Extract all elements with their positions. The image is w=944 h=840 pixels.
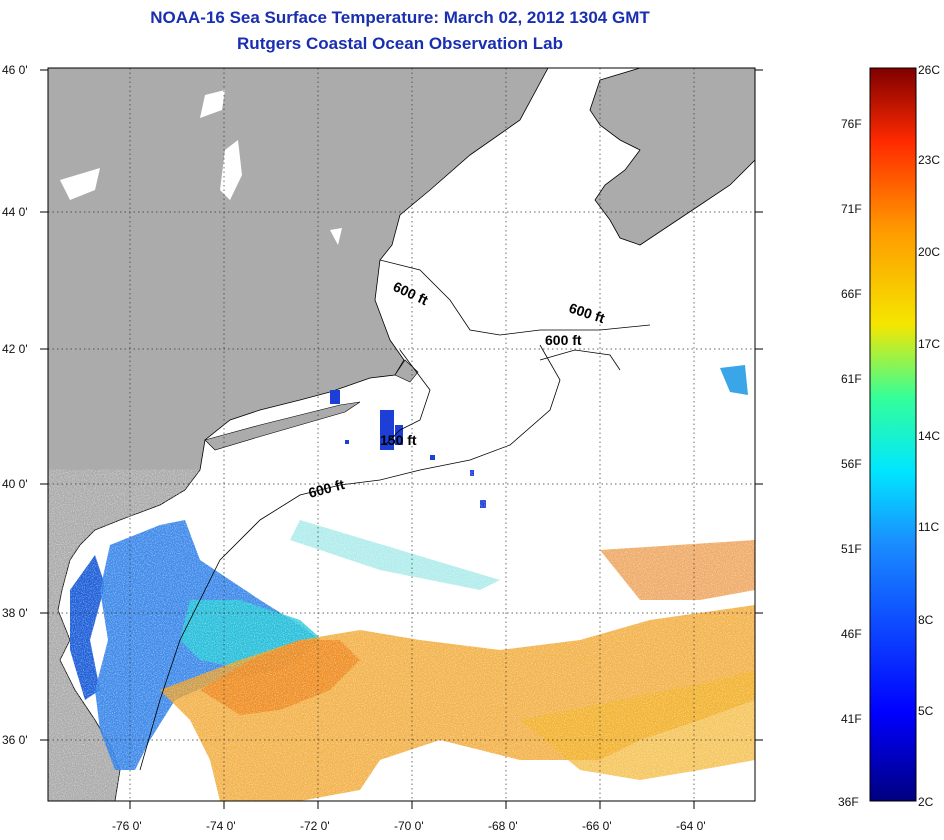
land-nova-scotia	[589, 68, 755, 246]
colorbar-label-c: 2C	[918, 795, 934, 809]
contour-label: 150 ft	[380, 432, 417, 448]
lat-tick-label: 38 0'	[2, 606, 28, 620]
colorbar-label-c: 23C	[918, 153, 940, 167]
contour-label: 600 ft	[545, 332, 582, 348]
lon-tick-label: -66 0'	[582, 819, 612, 833]
inland-lake	[60, 168, 100, 200]
colorbar-label-c: 20C	[918, 245, 940, 259]
colorbar-label-c: 14C	[918, 429, 940, 443]
colorbar-label-c: 11C	[918, 520, 939, 534]
inland-lake	[330, 228, 342, 245]
lon-tick-label: -64 0'	[676, 819, 706, 833]
colorbar-label-f: 51F	[841, 542, 862, 556]
colorbar-label-c: 5C	[918, 704, 934, 718]
inland-lake	[200, 90, 225, 118]
colorbar-label-f: 56F	[841, 457, 862, 471]
land-cape-cod	[394, 359, 419, 383]
axis-ticks	[40, 69, 763, 809]
colorbar-label-f: 36F	[838, 795, 859, 809]
lon-tick-label: -70 0'	[394, 819, 424, 833]
sst-cool-patch-east	[720, 365, 748, 395]
colorbar	[869, 67, 917, 802]
lon-tick-label: -74 0'	[206, 819, 236, 833]
lat-tick-label: 46 0'	[2, 63, 28, 77]
colorbar-label-f: 41F	[841, 712, 862, 726]
colorbar-label-f: 66F	[841, 287, 862, 301]
graticule	[48, 68, 755, 801]
map-plot-area: 600 ft 600 ft 600 ft 150 ft 600 ft	[48, 68, 755, 801]
colorbar-label-f: 76F	[841, 117, 862, 131]
bathymetry-contours	[139, 259, 651, 771]
colorbar-label-f: 71F	[841, 202, 862, 216]
land-long-island	[204, 401, 361, 451]
cloud-mask-texture	[48, 500, 755, 801]
lat-tick-label: 40 0'	[2, 477, 28, 491]
inland-lake	[220, 140, 242, 200]
map-title: NOAA-16 Sea Surface Temperature: March 0…	[150, 8, 650, 27]
lon-tick-label: -68 0'	[488, 819, 518, 833]
colorbar-label-c: 26C	[918, 63, 940, 77]
colorbar-label-c: 17C	[918, 337, 940, 351]
colorbar-celsius-labels: 26C 23C 20C 17C 14C 11C 8C 5C 2C	[918, 63, 940, 809]
map-frame	[47, 67, 756, 802]
colorbar-label-f: 46F	[841, 627, 862, 641]
map-subtitle: Rutgers Coastal Ocean Observation Lab	[237, 34, 563, 53]
lat-tick-label: 44 0'	[2, 205, 28, 219]
lat-tick-label: 42 0'	[2, 342, 28, 356]
lat-tick-label: 36 0'	[2, 733, 28, 747]
colorbar-label-c: 8C	[918, 613, 934, 627]
lon-tick-label: -72 0'	[300, 819, 330, 833]
lon-tick-label: -76 0'	[112, 819, 142, 833]
colorbar-label-f: 61F	[841, 372, 862, 386]
colorbar-fahrenheit-labels: 76F 71F 66F 61F 56F 51F 46F 41F 36F	[838, 117, 862, 809]
